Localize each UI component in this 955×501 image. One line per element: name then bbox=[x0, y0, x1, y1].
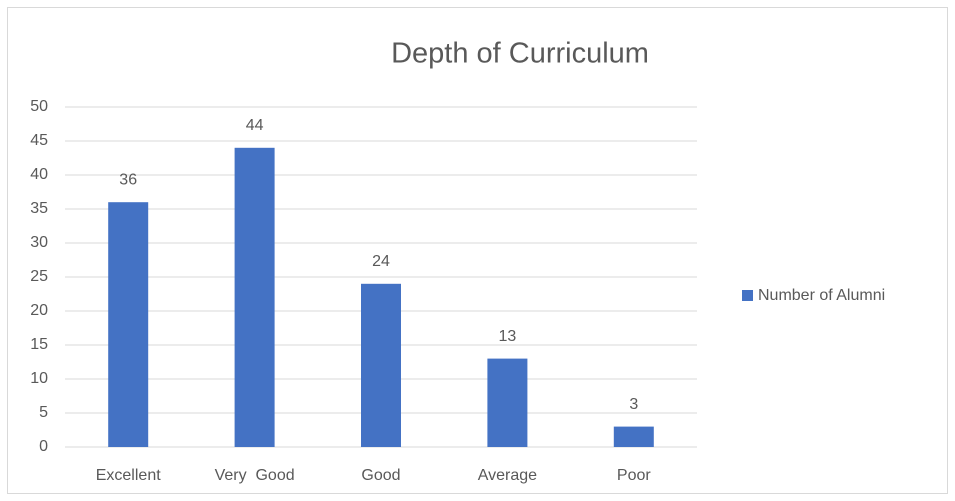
data-label: 36 bbox=[119, 171, 137, 188]
data-label: 3 bbox=[629, 396, 638, 413]
y-tick-label: 30 bbox=[30, 234, 48, 251]
x-tick-label: Average bbox=[478, 467, 537, 484]
legend-swatch bbox=[742, 290, 753, 301]
bar bbox=[361, 283, 401, 447]
x-tick-label: Excellent bbox=[96, 467, 161, 484]
y-tick-label: 20 bbox=[30, 302, 48, 319]
bar bbox=[613, 426, 654, 447]
y-tick-label: 40 bbox=[30, 166, 48, 183]
y-tick-label: 50 bbox=[30, 98, 48, 115]
x-tick-label: Good bbox=[361, 467, 400, 484]
x-tick-label: Very Good bbox=[215, 467, 295, 484]
y-tick-label: 35 bbox=[30, 200, 48, 217]
bar bbox=[487, 358, 528, 447]
legend-label: Number of Alumni bbox=[758, 287, 885, 304]
y-tick-label: 10 bbox=[30, 370, 48, 387]
x-tick-label: Poor bbox=[617, 467, 651, 484]
y-tick-label: 15 bbox=[30, 336, 48, 353]
y-tick-label: 5 bbox=[39, 404, 48, 421]
bar bbox=[108, 202, 149, 447]
chart-title: Depth of Curriculum bbox=[391, 38, 649, 70]
y-tick-label: 45 bbox=[30, 132, 48, 149]
chart-border bbox=[7, 7, 948, 494]
y-tick-label: 0 bbox=[39, 438, 48, 455]
data-label: 24 bbox=[372, 253, 390, 270]
bar bbox=[234, 147, 275, 448]
data-label: 13 bbox=[499, 328, 517, 345]
data-label: 44 bbox=[246, 117, 264, 134]
y-tick-label: 25 bbox=[30, 268, 48, 285]
